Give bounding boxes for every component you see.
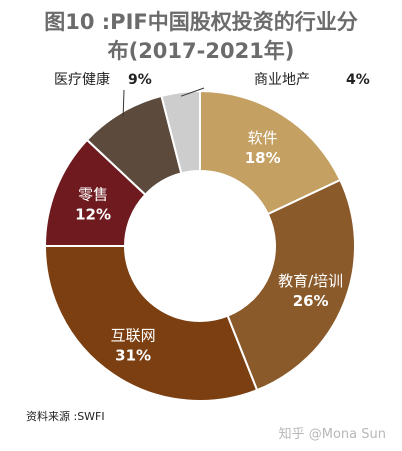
- donut-slice-1: [226, 178, 356, 392]
- slice-value-label-3: 12%: [75, 206, 111, 224]
- slice-value-label-4: 9%: [128, 72, 152, 88]
- slice-name-label-3: 零售: [78, 186, 108, 204]
- chart-title: 图10 :PIF中国股权投资的行业分 布(2017-2021年): [0, 8, 402, 66]
- slice-value-label-5: 4%: [346, 72, 370, 88]
- slice-value-label-0: 18%: [245, 149, 281, 167]
- donut-slice-2: [43, 245, 259, 402]
- leader-line-5: [180, 87, 205, 97]
- donut-slice-5: [160, 89, 201, 175]
- leader-line-4: [122, 89, 125, 117]
- slice-name-label-2: 互联网: [111, 326, 156, 344]
- source-note: 资料来源 :SWFI: [26, 410, 105, 423]
- donut-slice-0: [199, 89, 342, 216]
- watermark: 知乎 @Mona Sun: [278, 427, 386, 442]
- chart-title-line2: 布(2017-2021年): [107, 39, 295, 63]
- slice-name-label-1: 教育/培训: [278, 272, 343, 290]
- slice-value-label-1: 26%: [293, 292, 329, 310]
- chart-title-line1: 图10 :PIF中国股权投资的行业分: [44, 10, 358, 34]
- slice-name-label-5: 商业地产: [254, 72, 310, 88]
- slice-name-label-0: 软件: [248, 129, 278, 147]
- slice-name-label-4: 医疗健康: [54, 71, 110, 88]
- slice-value-label-2: 31%: [115, 346, 151, 364]
